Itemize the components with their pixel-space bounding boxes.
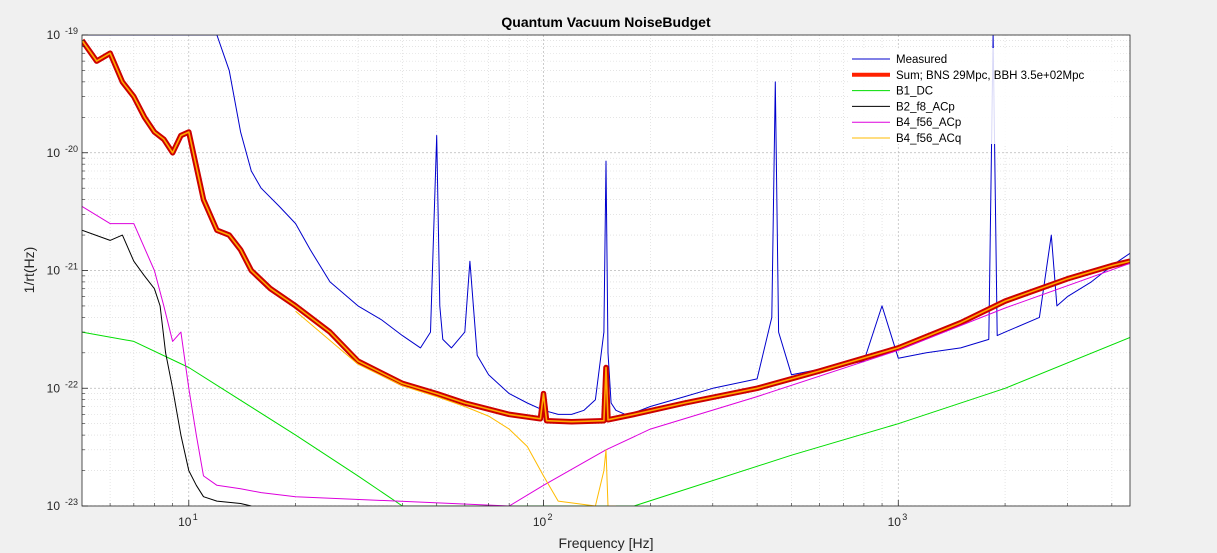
chart-title: Quantum Vacuum NoiseBudget: [501, 14, 711, 30]
x-axis-label: Frequency [Hz]: [559, 535, 654, 551]
legend-entry: Measured: [896, 54, 947, 66]
series-measured-line: [82, 35, 1130, 415]
sum-core: [82, 39, 1130, 423]
x-tick-label: 10: [888, 515, 902, 529]
grid: [82, 35, 1130, 506]
y-tick-label: 10: [47, 381, 61, 395]
y-axis-label: 1/rt(Hz): [21, 247, 37, 294]
y-tick-exponent: -21: [65, 262, 78, 272]
legend-items: Measured Sum; BNS 29Mpc, BBH 3.5e+02Mpc B1…: [852, 54, 1084, 145]
legend-entry: B4_f56_ACq: [896, 133, 961, 145]
y-tick-exponent: -23: [65, 497, 78, 507]
series-layer: [82, 35, 1130, 506]
y-tick-label: 10: [47, 499, 61, 513]
series-b1-dc-line: [82, 331, 1130, 506]
legend: Measured Sum; BNS 29Mpc, BBH 3.5e+02Mpc B1…: [848, 48, 1114, 145]
y-tick-label: 10: [47, 264, 61, 278]
series-b2-f8-acp-line: [82, 229, 252, 506]
y-tick-exponent: -19: [65, 26, 78, 36]
x-tick-exponent: 1: [193, 512, 198, 522]
x-tick-exponent: 3: [902, 512, 907, 522]
legend-entry: B1_DC: [896, 86, 933, 98]
legend-entry: Sum; BNS 29Mpc, BBH 3.5e+02Mpc: [896, 70, 1084, 82]
x-tick-label: 10: [533, 515, 547, 529]
x-tick-label: 10: [178, 515, 192, 529]
series-b4-f56-acq-line: [295, 310, 616, 506]
legend-entry: B2_f8_ACp: [896, 101, 955, 113]
y-tick-exponent: -20: [65, 144, 78, 154]
y-tick-label: 10: [47, 28, 61, 42]
legend-entry: B4_f56_ACp: [896, 117, 961, 129]
legend-box: [848, 48, 1114, 144]
series-b4-f56-acp-line: [82, 205, 1130, 506]
y-tick-label: 10: [47, 146, 61, 160]
y-tick-exponent: -22: [65, 379, 78, 389]
x-tick-exponent: 2: [548, 512, 553, 522]
